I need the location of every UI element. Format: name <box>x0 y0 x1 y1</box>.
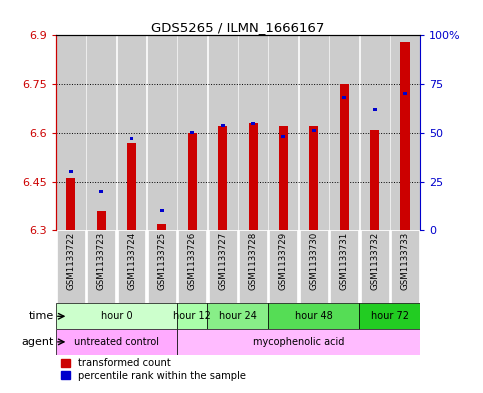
Bar <box>270 35 298 230</box>
Bar <box>209 230 237 303</box>
Text: GSM1133726: GSM1133726 <box>188 232 197 290</box>
Bar <box>177 329 420 354</box>
Text: GSM1133722: GSM1133722 <box>66 232 75 290</box>
Text: GSM1133729: GSM1133729 <box>279 232 288 290</box>
Bar <box>56 329 177 354</box>
Bar <box>97 211 106 230</box>
Bar <box>66 178 75 230</box>
Bar <box>330 35 358 230</box>
Legend: transformed count, percentile rank within the sample: transformed count, percentile rank withi… <box>60 358 245 381</box>
Text: time: time <box>29 311 54 321</box>
Bar <box>312 129 316 132</box>
Text: GSM1133730: GSM1133730 <box>309 232 318 290</box>
Bar <box>56 303 177 329</box>
Bar <box>157 224 167 230</box>
Text: GSM1133727: GSM1133727 <box>218 232 227 290</box>
Text: GSM1133728: GSM1133728 <box>249 232 257 290</box>
Bar <box>340 84 349 230</box>
Text: GSM1133732: GSM1133732 <box>370 232 379 290</box>
Bar <box>209 35 237 230</box>
Bar <box>188 133 197 230</box>
Bar <box>178 230 206 303</box>
Bar <box>87 230 115 303</box>
Title: GDS5265 / ILMN_1666167: GDS5265 / ILMN_1666167 <box>151 21 325 34</box>
Bar <box>57 230 85 303</box>
Bar <box>403 92 407 95</box>
Bar <box>117 230 145 303</box>
Bar <box>178 35 206 230</box>
Text: hour 48: hour 48 <box>295 311 333 321</box>
Bar <box>373 108 377 111</box>
Bar <box>218 127 227 230</box>
Bar <box>282 135 285 138</box>
Text: agent: agent <box>22 337 54 347</box>
Bar <box>300 230 328 303</box>
Bar <box>400 42 410 230</box>
Bar <box>177 303 208 329</box>
Text: hour 24: hour 24 <box>219 311 257 321</box>
Text: GSM1133725: GSM1133725 <box>157 232 167 290</box>
Text: hour 12: hour 12 <box>173 311 211 321</box>
Text: untreated control: untreated control <box>74 337 159 347</box>
Bar <box>268 303 359 329</box>
Bar <box>221 124 225 127</box>
Bar <box>391 35 419 230</box>
Text: GSM1133733: GSM1133733 <box>400 232 410 290</box>
Bar <box>251 122 255 125</box>
Bar <box>117 35 145 230</box>
Bar <box>370 130 379 230</box>
Bar <box>148 230 176 303</box>
Bar <box>330 230 358 303</box>
Bar <box>129 137 133 140</box>
Bar <box>57 35 85 230</box>
Text: GSM1133731: GSM1133731 <box>340 232 349 290</box>
Bar <box>279 127 288 230</box>
Bar <box>270 230 298 303</box>
Bar <box>69 171 73 173</box>
Bar <box>300 35 328 230</box>
Bar <box>239 230 267 303</box>
Bar <box>309 127 318 230</box>
Bar <box>87 35 115 230</box>
Bar <box>160 209 164 212</box>
Bar <box>127 143 136 230</box>
Bar <box>361 230 389 303</box>
Bar <box>99 190 103 193</box>
Text: GSM1133724: GSM1133724 <box>127 232 136 290</box>
Bar <box>208 303 268 329</box>
Text: hour 0: hour 0 <box>100 311 132 321</box>
Text: GSM1133723: GSM1133723 <box>97 232 106 290</box>
Bar <box>148 35 176 230</box>
Text: mycophenolic acid: mycophenolic acid <box>253 337 344 347</box>
Bar <box>391 230 419 303</box>
Bar <box>190 131 194 134</box>
Text: hour 72: hour 72 <box>371 311 409 321</box>
Bar <box>359 303 420 329</box>
Bar <box>361 35 389 230</box>
Bar <box>342 96 346 99</box>
Bar <box>239 35 267 230</box>
Bar <box>249 123 257 230</box>
